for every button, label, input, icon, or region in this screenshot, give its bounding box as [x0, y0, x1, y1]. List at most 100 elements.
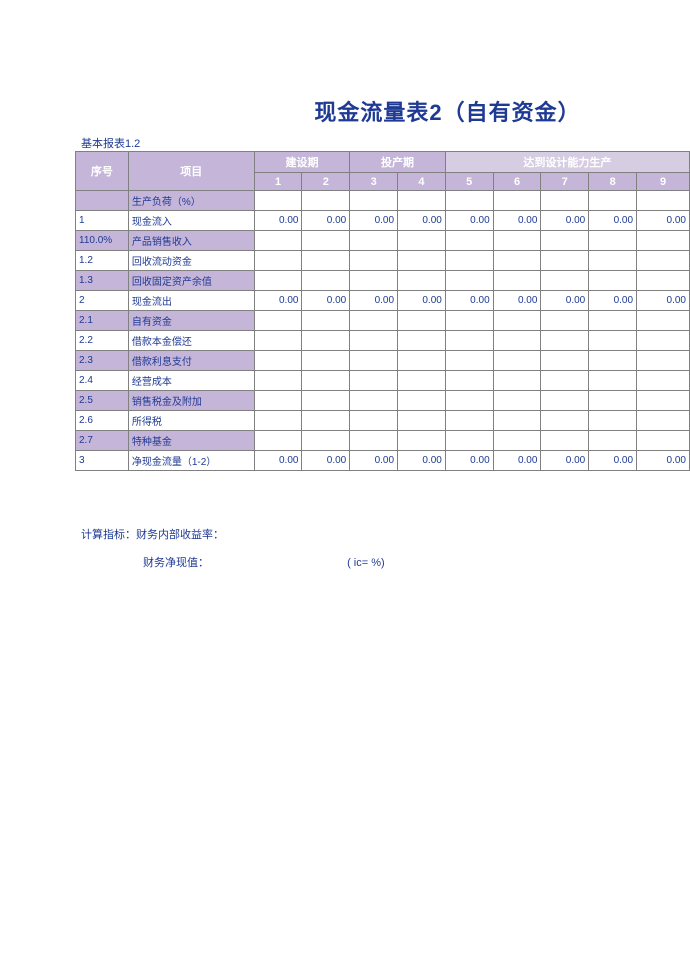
- cell-value: [541, 231, 589, 251]
- cell-seq: 2.1: [76, 311, 129, 331]
- cell-value: [541, 251, 589, 271]
- cell-item: 借款利息支付: [128, 351, 254, 371]
- cell-seq: 1.2: [76, 251, 129, 271]
- footer-ic: ( ic= %): [347, 557, 385, 569]
- cell-value: [637, 411, 690, 431]
- cell-value: [541, 431, 589, 451]
- cell-value: [398, 391, 446, 411]
- table-row: 1现金流入0.000.000.000.000.000.000.000.000.0…: [76, 211, 690, 231]
- header-group-capacity: 达到设计能力生产: [445, 152, 689, 173]
- cell-value: [493, 231, 541, 251]
- cell-value: [493, 311, 541, 331]
- cell-value: 0.00: [302, 451, 350, 471]
- cell-value: [302, 191, 350, 211]
- cell-value: [493, 411, 541, 431]
- cell-value: [493, 191, 541, 211]
- cell-value: 0.00: [350, 451, 398, 471]
- cell-seq: 110.0%: [76, 231, 129, 251]
- footer: 计算指标：财务内部收益率： 财务净现值： ( ic= %): [75, 526, 690, 570]
- header-col: 1: [254, 173, 302, 191]
- cell-value: [350, 271, 398, 291]
- cell-seq: [76, 191, 129, 211]
- cell-value: [493, 271, 541, 291]
- cell-seq: 1: [76, 211, 129, 231]
- table-row: 1.2回收流动资金: [76, 251, 690, 271]
- header-col: 2: [302, 173, 350, 191]
- cell-value: [302, 391, 350, 411]
- cell-value: [398, 191, 446, 211]
- cell-value: [445, 391, 493, 411]
- cell-value: [445, 411, 493, 431]
- cell-value: [493, 351, 541, 371]
- cell-value: [445, 271, 493, 291]
- cell-value: [589, 371, 637, 391]
- cell-value: 0.00: [445, 291, 493, 311]
- table-row: 2.2借款本金偿还: [76, 331, 690, 351]
- cell-item: 产品销售收入: [128, 231, 254, 251]
- cell-value: 0.00: [637, 291, 690, 311]
- cell-value: 0.00: [589, 451, 637, 471]
- cell-seq: 2.5: [76, 391, 129, 411]
- cell-value: [493, 391, 541, 411]
- cell-value: [637, 371, 690, 391]
- cell-item: 现金流入: [128, 211, 254, 231]
- cell-value: [589, 331, 637, 351]
- header-group-launch: 投产期: [350, 152, 446, 173]
- cell-value: [589, 191, 637, 211]
- cell-value: [637, 271, 690, 291]
- cell-value: [637, 431, 690, 451]
- cell-seq: 2: [76, 291, 129, 311]
- footer-line2: 财务净现值： ( ic= %): [143, 554, 690, 570]
- cell-value: [254, 191, 302, 211]
- cell-value: [350, 331, 398, 351]
- cell-value: [350, 371, 398, 391]
- cell-seq: 2.7: [76, 431, 129, 451]
- cell-value: [493, 251, 541, 271]
- cell-value: [254, 431, 302, 451]
- cell-value: [350, 391, 398, 411]
- table-row: 2.7特种基金: [76, 431, 690, 451]
- cell-value: [398, 251, 446, 271]
- table-header: 序号 项目 建设期 投产期 达到设计能力生产 1 2 3 4 5 6 7 8 9: [76, 152, 690, 191]
- cell-item: 生产负荷（%）: [128, 191, 254, 211]
- cell-value: [398, 411, 446, 431]
- cell-value: [302, 231, 350, 251]
- cell-value: [637, 311, 690, 331]
- cell-value: [254, 391, 302, 411]
- cell-value: 0.00: [254, 211, 302, 231]
- cell-value: [637, 251, 690, 271]
- cell-item: 自有资金: [128, 311, 254, 331]
- cell-value: 0.00: [350, 211, 398, 231]
- cell-value: 0.00: [637, 211, 690, 231]
- cell-value: [350, 411, 398, 431]
- cell-value: [254, 311, 302, 331]
- cell-value: [589, 411, 637, 431]
- header-col: 7: [541, 173, 589, 191]
- header-col: 5: [445, 173, 493, 191]
- cell-value: 0.00: [637, 451, 690, 471]
- cell-item: 净现金流量（1-2）: [128, 451, 254, 471]
- cell-value: [589, 231, 637, 251]
- cell-value: 0.00: [302, 211, 350, 231]
- cell-value: [589, 251, 637, 271]
- footer-line1: 计算指标：财务内部收益率：: [81, 526, 690, 542]
- cell-item: 所得税: [128, 411, 254, 431]
- table-row: 2.1自有资金: [76, 311, 690, 331]
- cell-value: [350, 231, 398, 251]
- header-item: 项目: [128, 152, 254, 191]
- cell-value: [541, 271, 589, 291]
- cell-value: [254, 331, 302, 351]
- header-col: 8: [589, 173, 637, 191]
- cell-value: [637, 351, 690, 371]
- cell-value: [302, 331, 350, 351]
- cell-value: 0.00: [350, 291, 398, 311]
- cell-value: [445, 231, 493, 251]
- cell-value: [445, 191, 493, 211]
- header-col: 9: [637, 173, 690, 191]
- cell-item: 销售税金及附加: [128, 391, 254, 411]
- cell-value: [637, 391, 690, 411]
- cell-value: [398, 271, 446, 291]
- cell-value: [254, 231, 302, 251]
- cell-value: 0.00: [302, 291, 350, 311]
- cell-seq: 2.3: [76, 351, 129, 371]
